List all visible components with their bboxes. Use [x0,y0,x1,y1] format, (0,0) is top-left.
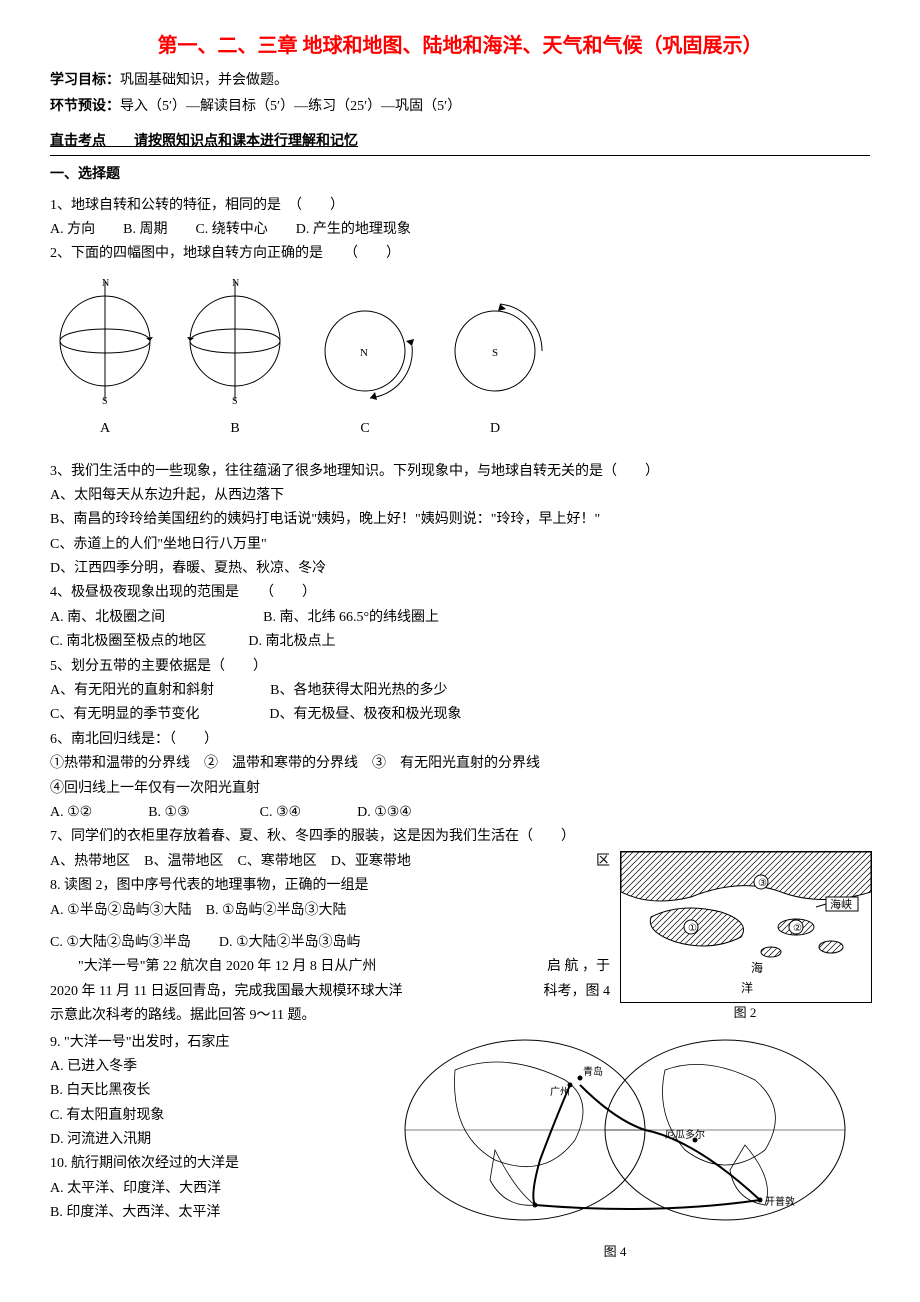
plan-line: 环节预设：导入（5′）—解读目标（5′）—练习（25′）—巩固（5′） [50,96,870,118]
plan-text: 导入（5′）—解读目标（5′）—练习（25′）—巩固（5′） [120,99,461,114]
q5a: A、有无阳光的直射和斜射 B、各地获得太阳光热的多少 [50,680,870,702]
learning-goal: 学习目标：巩固基础知识，并会做题。 [50,70,870,92]
goal-label: 学习目标： [50,73,120,88]
passage-2-left: 2020 年 11 月 11 日返回青岛，完成我国最大规模环球大洋 [50,984,402,999]
choice-header: 一、选择题 [50,164,870,186]
q2: 2、下面的四幅图中，地球自转方向正确的是 （ ） [50,243,870,265]
figure-2-box: ③ ① ② 海峡 海 洋 [620,851,872,1003]
globe-d-label: D [440,418,550,440]
q7: 7、同学们的衣柜里存放着春、夏、秋、冬四季的服装，这是因为我们生活在（ ） [50,826,870,848]
q9a: A. 已进入冬季 [50,1056,350,1078]
q3: 3、我们生活中的一些现象，往往蕴涵了很多地理知识。下列现象中，与地球自转无关的是… [50,461,870,483]
globe-a: N S A [50,276,160,441]
svg-text:N: N [360,347,368,359]
globe-d-svg: S [440,296,550,406]
q3d: D、江西四季分明，春暖、夏热、秋凉、冬冷 [50,558,870,580]
fig4-qingdao: 青岛 [583,1065,603,1078]
q4a: A. 南、北极圈之间 B. 南、北纬 66.5°的纬线圈上 [50,607,870,629]
q10a: A. 太平洋、印度洋、大西洋 [50,1178,350,1200]
page-title: 第一、二、三章 地球和地图、陆地和海洋、天气和气候（巩固展示） [50,30,870,62]
q4b: C. 南北极圈至极点的地区 D. 南北极点上 [50,631,870,653]
q7-opts-left: A、热带地区 B、温带地区 C、寒带地区 D、亚寒带地 [50,854,411,869]
passage-1-right: 启 航 ，于 [519,956,610,978]
globe-c: N C [310,296,420,441]
globe-a-svg: N S [50,276,160,406]
fig4-guangzhou: 广州 [550,1086,570,1098]
fig2-sea: 海 [751,960,763,975]
svg-text:S: S [102,396,108,406]
globe-b-svg: N S [180,276,290,406]
q9: 9. "大洋一号"出发时，石家庄 [50,1032,350,1054]
globe-b-label: B [180,418,290,440]
figure-4: 青岛 广州 厄瓜多尔 开普敦 图 4 [360,1030,870,1263]
q2-diagrams: N S A N S B N C S [50,276,870,441]
q7-opts-right: 区 [596,851,610,873]
globe-c-label: C [310,418,420,440]
svg-text:S: S [492,347,498,359]
q6: 6、南北回归线是：（ ） [50,729,870,751]
figure-2-caption: 图 2 [620,1003,870,1024]
globe-a-label: A [50,418,160,440]
goal-text: 巩固基础知识，并会做题。 [120,73,288,88]
svg-text:③: ③ [758,878,767,889]
exam-header: 直击考点 请按照知识点和课本进行理解和记忆 [50,131,870,156]
plan-label: 环节预设： [50,99,120,114]
svg-text:②: ② [793,923,802,934]
q10: 10. 航行期间依次经过的大洋是 [50,1153,350,1175]
figure-4-caption: 图 4 [360,1242,870,1263]
q9-q10-block: 9. "大洋一号"出发时，石家庄 A. 已进入冬季 B. 白天比黑夜长 C. 有… [50,1030,350,1227]
q9b: B. 白天比黑夜长 [50,1080,350,1102]
q6-2: ④回归线上一年仅有一次阳光直射 [50,778,870,800]
q9d: D. 河流进入汛期 [50,1129,350,1151]
q5b: C、有无明显的季节变化 D、有无极昼、极夜和极光现象 [50,704,870,726]
svg-text:S: S [232,396,238,406]
figure-2-svg: ③ ① ② 海峡 海 洋 [621,852,871,1002]
q5: 5、划分五带的主要依据是（ ） [50,656,870,678]
q6-opts: A. ①② B. ①③ C. ③④ D. ①③④ [50,802,870,824]
q4: 4、极昼极夜现象出现的范围是 （ ） [50,582,870,604]
q1: 1、地球自转和公转的特征，相同的是 （ ） [50,195,870,217]
fig2-strait: 海峡 [830,897,852,911]
q3c: C、赤道上的人们"坐地日行八万里" [50,534,870,556]
svg-text:N: N [102,278,109,289]
passage-2-right: 科考，图 4 [544,981,611,1003]
q9c: C. 有太阳直射现象 [50,1105,350,1127]
q3a: A、太阳每天从东边升起，从西边落下 [50,485,870,507]
fig4-ecuador: 厄瓜多尔 [665,1128,705,1141]
svg-text:N: N [232,278,239,289]
fig2-ocean: 洋 [741,980,753,995]
figure-2: ③ ① ② 海峡 海 洋 图 2 [620,851,870,1024]
svg-text:①: ① [688,923,697,934]
globe-b: N S B [180,276,290,441]
passage-1-left: "大洋一号"第 22 航次自 2020 年 12 月 8 日从广州 [78,959,376,974]
q1-options: A. 方向 B. 周期 C. 绕转中心 D. 产生的地理现象 [50,219,870,241]
globe-d: S D [440,296,550,441]
q3b: B、南昌的玲玲给美国纽约的姨妈打电话说"姨妈，晚上好！"姨妈则说："玲玲，早上好… [50,509,870,531]
q6-1: ①热带和温带的分界线 ② 温带和寒带的分界线 ③ 有无阳光直射的分界线 [50,753,870,775]
globe-c-svg: N [310,296,420,406]
fig4-capetown: 开普敦 [765,1195,795,1208]
figure-4-svg: 青岛 广州 厄瓜多尔 开普敦 [395,1030,855,1230]
q10b: B. 印度洋、大西洋、太平洋 [50,1202,350,1224]
